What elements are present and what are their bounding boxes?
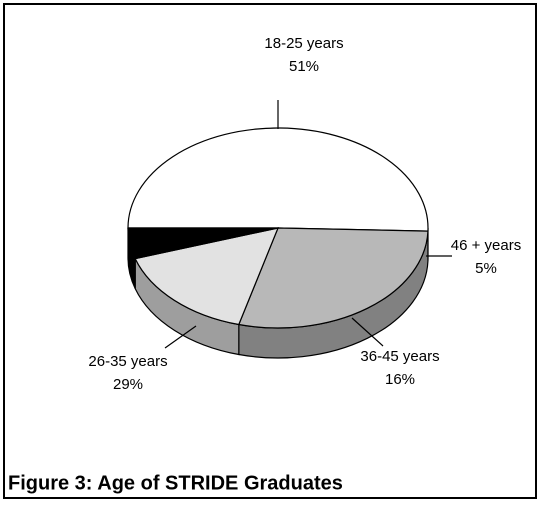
slice-label: 26-35 years <box>88 353 167 370</box>
slice-value: 16% <box>385 371 415 388</box>
slice-label: 36-45 years <box>360 348 439 365</box>
slice-label: 18-25 years <box>264 35 343 52</box>
slice-value: 51% <box>289 58 319 75</box>
chart-title: Figure 3: Age of STRIDE Graduates <box>8 472 343 494</box>
slice-value: 5% <box>475 260 497 277</box>
slice-label: 46 + years <box>451 237 521 254</box>
slice-value: 29% <box>113 376 143 393</box>
